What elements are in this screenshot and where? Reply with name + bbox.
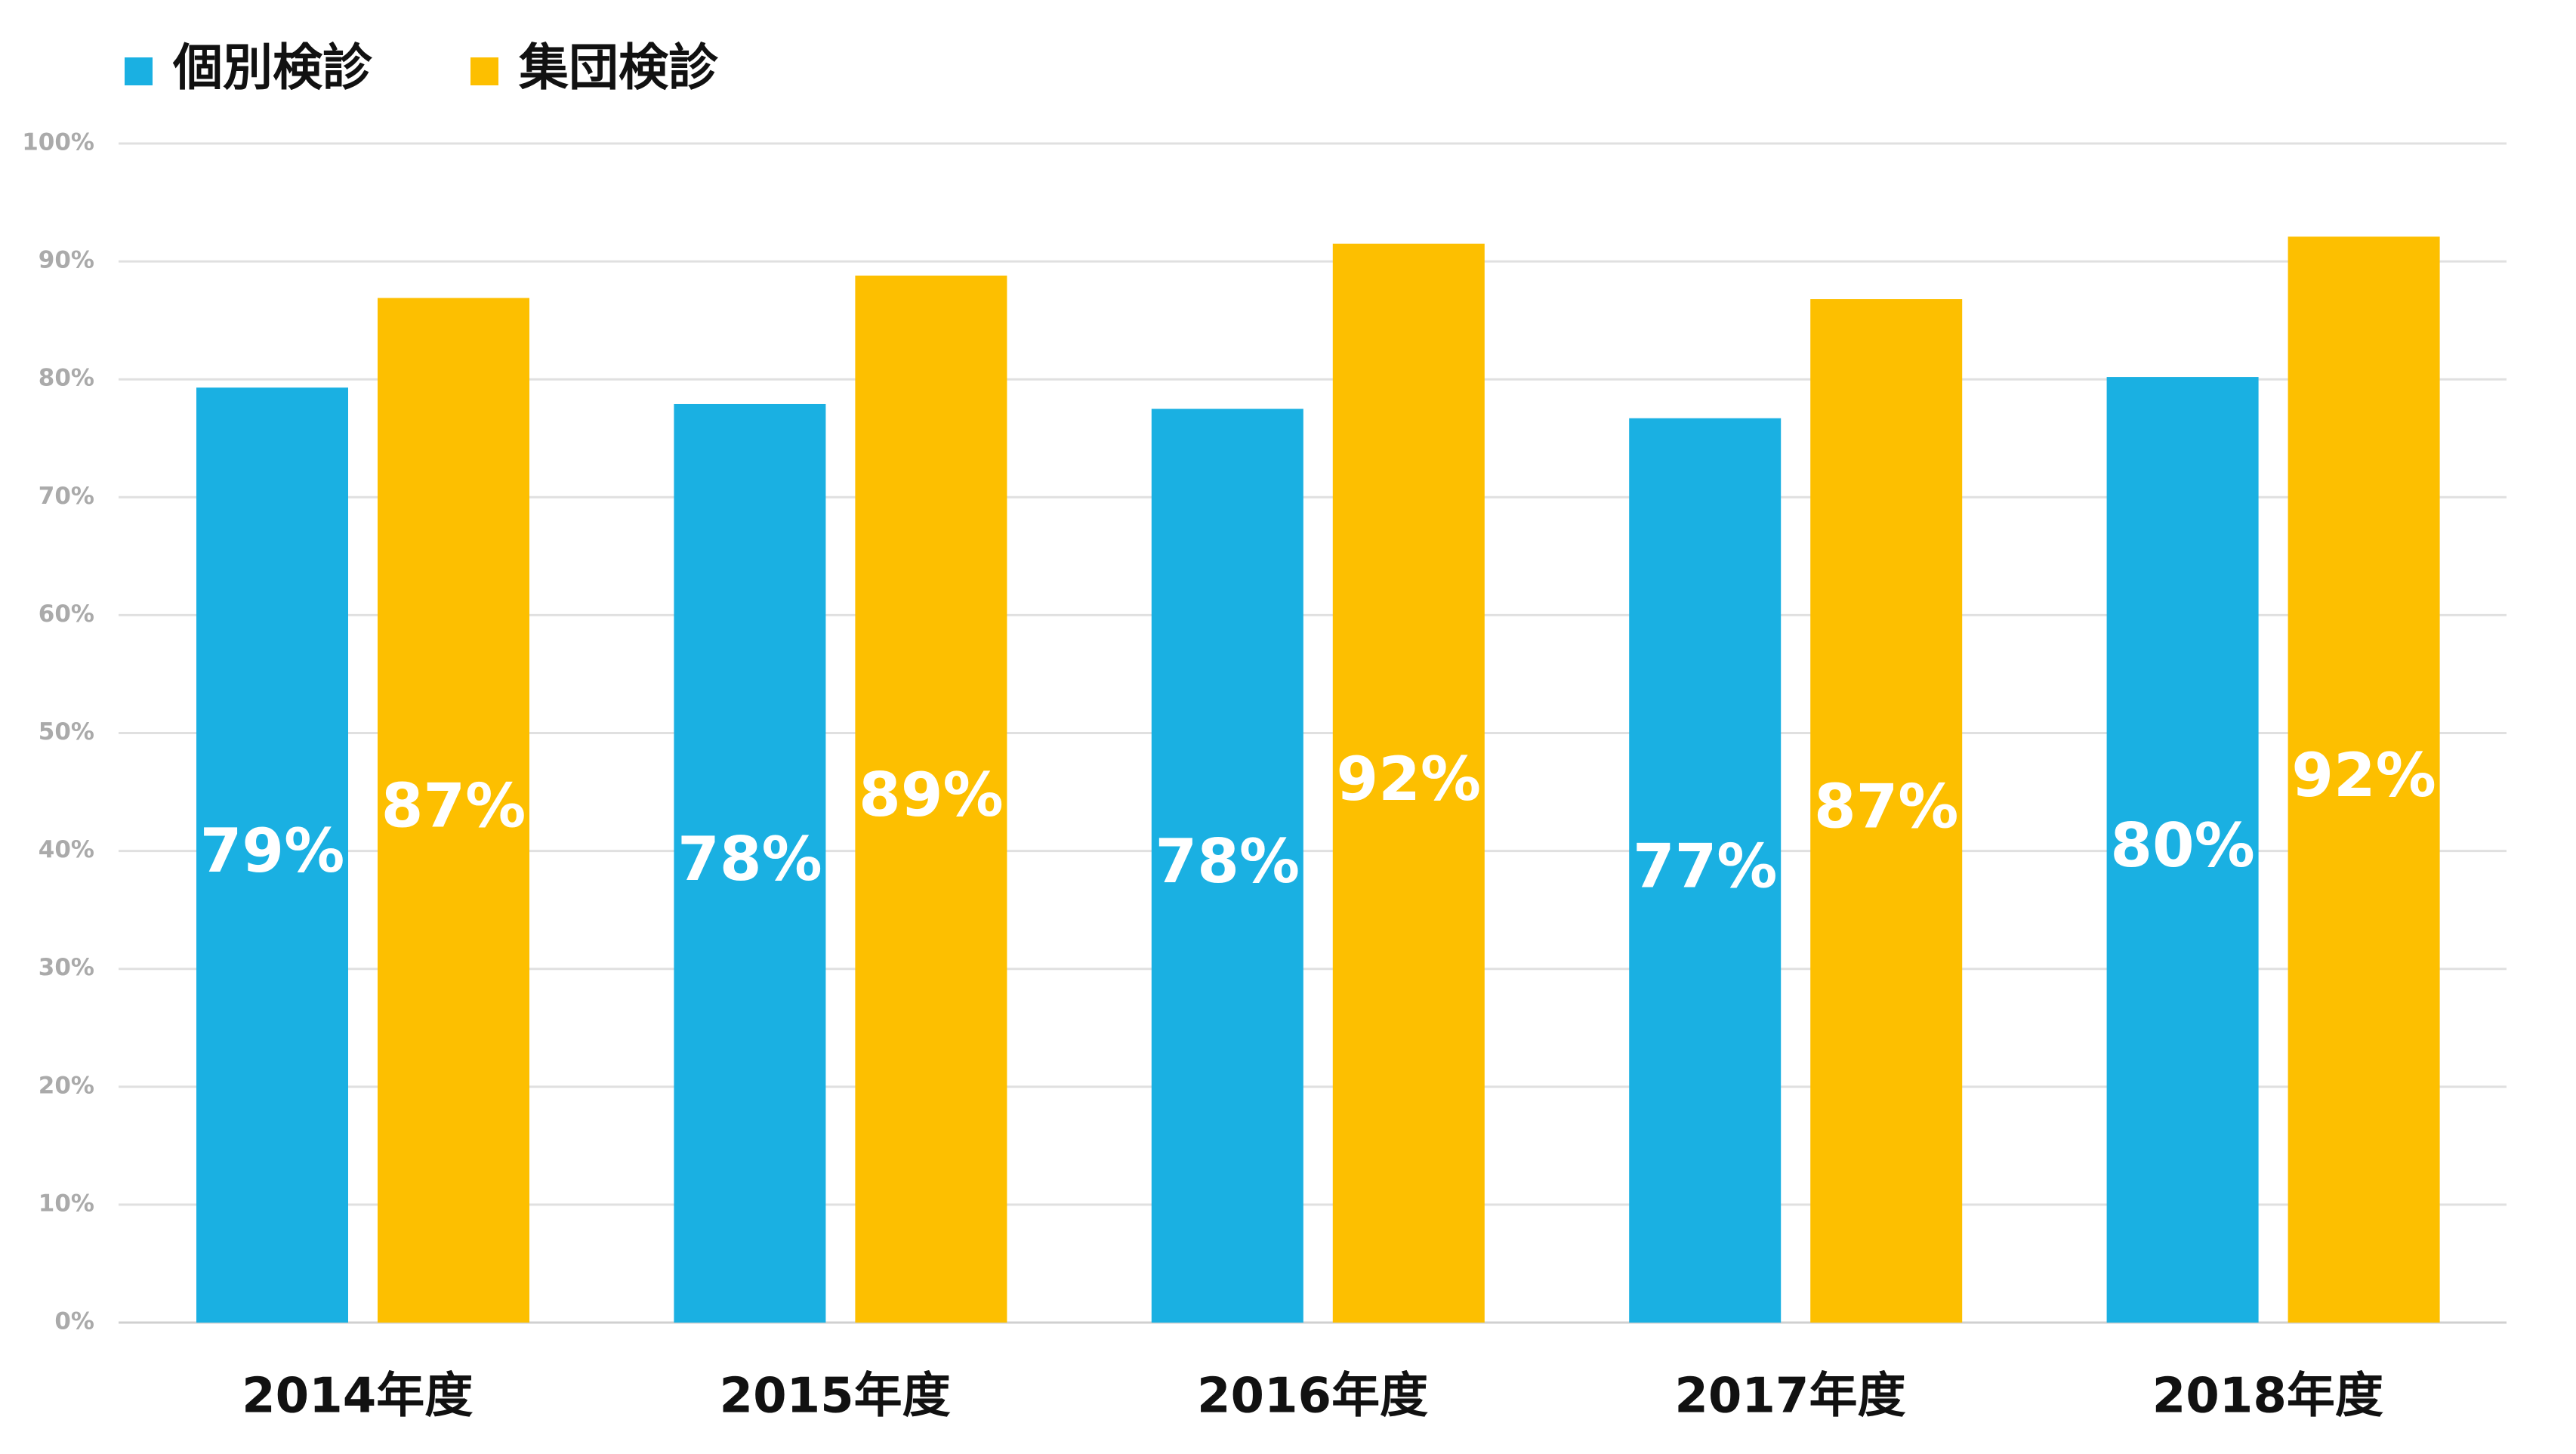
data-label: 78% (677, 824, 822, 894)
x-tick-label: 2016年度 (1197, 1369, 1428, 1425)
x-tick-label: 2018年度 (2152, 1369, 2383, 1425)
bar (2288, 236, 2440, 1323)
data-label: 92% (1337, 744, 1481, 814)
data-label: 80% (2110, 810, 2254, 881)
x-tick-label: 2014年度 (242, 1369, 473, 1425)
y-tick-label: 20% (39, 1072, 94, 1099)
y-tick-label: 80% (39, 365, 94, 392)
bar (378, 298, 529, 1323)
legend-label: 個別検診 (172, 39, 373, 97)
y-tick-label: 10% (39, 1190, 94, 1217)
y-tick-label: 40% (39, 836, 94, 863)
bar (2106, 377, 2259, 1323)
bar (1810, 299, 1963, 1323)
x-tick-label: 2017年度 (1674, 1369, 1905, 1425)
data-label: 87% (381, 771, 526, 841)
y-tick-label: 90% (39, 247, 94, 274)
y-tick-label: 60% (39, 600, 94, 628)
y-tick-label: 30% (39, 954, 94, 981)
legend-swatch (470, 57, 498, 85)
y-tick-label: 0% (54, 1308, 94, 1335)
data-label: 79% (200, 816, 344, 886)
y-tick-label: 70% (39, 483, 94, 510)
bar (674, 403, 826, 1323)
data-label: 89% (859, 760, 1003, 830)
data-label: 87% (1814, 771, 1958, 841)
bar (1151, 409, 1303, 1323)
data-label: 92% (2291, 740, 2436, 810)
legend-swatch (125, 57, 153, 85)
data-label: 78% (1155, 826, 1300, 897)
bar (855, 275, 1007, 1323)
x-tick-label: 2015年度 (720, 1369, 951, 1425)
bar (196, 387, 348, 1323)
data-label: 77% (1633, 831, 1777, 901)
bar (1629, 418, 1782, 1323)
y-tick-label: 100% (22, 129, 94, 156)
y-tick-label: 50% (39, 718, 94, 746)
bar (1332, 243, 1485, 1323)
legend-label: 集団検診 (518, 39, 719, 97)
